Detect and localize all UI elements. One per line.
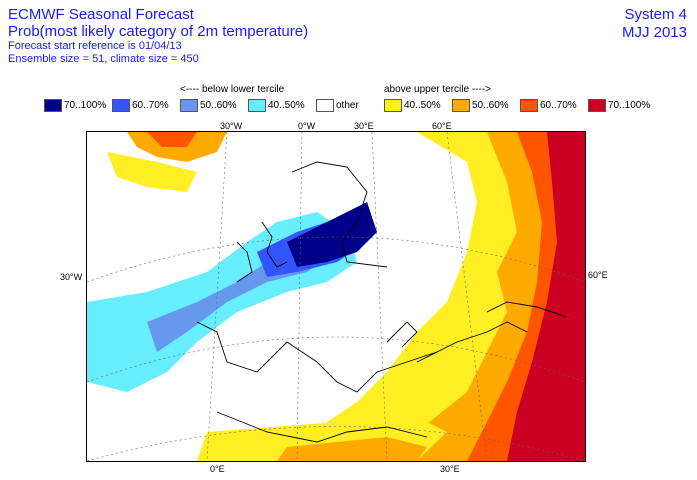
legend-label: 60..70% xyxy=(540,99,577,111)
darkred-region-east xyxy=(507,132,585,461)
legend-label: 50..60% xyxy=(472,99,509,111)
ensemble-size: Ensemble size = 51, climate size = 450 xyxy=(8,53,199,65)
legend-item: other xyxy=(316,98,359,112)
legend-swatch xyxy=(248,98,266,112)
legend-item: 40..50% xyxy=(384,98,441,112)
legend-item: 70..100% xyxy=(44,98,106,112)
upper-tercile-label: above upper tercile ----> xyxy=(384,84,491,95)
bottom-tick: 30°E xyxy=(440,464,460,474)
bottom-tick: 0°E xyxy=(210,464,225,474)
top-tick: 0°W xyxy=(298,121,316,131)
system-label: System 4 xyxy=(624,6,687,23)
period-label: MJJ 2013 xyxy=(621,24,687,41)
header: ECMWF Seasonal Forecast Prob(most likely… xyxy=(8,6,308,66)
legend-swatch xyxy=(588,98,606,112)
legend-label: 40..50% xyxy=(404,99,441,111)
legend-item: 40..50% xyxy=(248,98,305,112)
legend-label: 40..50% xyxy=(268,99,305,111)
orange-region-south xyxy=(277,437,427,461)
legend-swatch xyxy=(316,98,334,112)
graticule xyxy=(87,132,585,461)
yellow-region-northwest xyxy=(107,152,197,192)
legend-label: 60..70% xyxy=(132,99,169,111)
left-tick: 30°W xyxy=(60,272,83,282)
forecast-start: Forecast start reference is 01/04/13 xyxy=(8,40,182,52)
legend: 70..100% 60..70% 50..60% 40..50% other 4… xyxy=(44,98,664,112)
legend-swatch xyxy=(384,98,402,112)
orangered-region-northwest xyxy=(147,132,197,147)
forecast-map xyxy=(86,131,586,462)
legend-label: 70..100% xyxy=(608,99,651,111)
legend-item: 50..60% xyxy=(452,98,509,112)
legend-swatch xyxy=(44,98,62,112)
top-tick: 60°E xyxy=(432,121,452,131)
legend-item: 50..60% xyxy=(180,98,237,112)
map-canvas xyxy=(87,132,585,461)
page-title: ECMWF Seasonal Forecast xyxy=(8,6,194,23)
legend-label: 50..60% xyxy=(200,99,237,111)
legend-label: other xyxy=(336,99,359,111)
legend-swatch xyxy=(180,98,198,112)
legend-item: 60..70% xyxy=(112,98,169,112)
legend-swatch xyxy=(452,98,470,112)
lower-tercile-label: <---- below lower tercile xyxy=(180,84,285,95)
darkblue-region xyxy=(287,202,377,267)
top-tick: 30°E xyxy=(354,121,374,131)
coastlines xyxy=(196,161,568,443)
legend-label: 70..100% xyxy=(64,99,107,111)
legend-swatch xyxy=(520,98,538,112)
legend-swatch xyxy=(112,98,130,112)
top-tick: 30°W xyxy=(220,121,243,131)
system-info: System 4 MJJ 2013 xyxy=(622,6,687,42)
legend-item: 60..70% xyxy=(520,98,577,112)
page-subtitle: Prob(most likely category of 2m temperat… xyxy=(8,23,309,40)
right-tick: 60°E xyxy=(588,270,608,280)
legend-item: 70..100% xyxy=(588,98,650,112)
